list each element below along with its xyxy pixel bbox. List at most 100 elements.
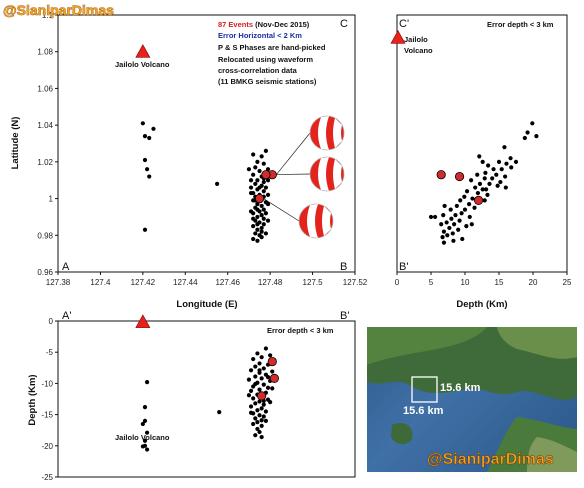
event-point — [255, 222, 260, 227]
event-point — [487, 181, 492, 186]
event-point — [246, 377, 252, 382]
y-tick-label: 1.04 — [37, 121, 53, 130]
event-point — [261, 222, 266, 227]
event-point — [261, 216, 266, 221]
panel-c-volcano-label-2: Volcano — [404, 46, 433, 55]
y-tick-label: -15 — [41, 411, 53, 420]
event-point — [491, 167, 496, 172]
event-point — [253, 401, 258, 406]
event-point — [248, 368, 254, 373]
panel-c: 0 5 10 15 20 25 C' B' Error depth < 3 km Jail… — [390, 14, 572, 310]
map-label-vertical: 15.6 km — [403, 405, 444, 417]
event-point — [263, 409, 268, 414]
x-tick-label: 5 — [429, 278, 434, 287]
event-point — [255, 351, 260, 356]
watermark-bottom: @SianiparDimas — [427, 451, 554, 469]
event-point — [508, 156, 513, 161]
panel-b: 0 -5 -10 -15 -20 -25 A' B' Error depth < 3 km… — [27, 310, 356, 482]
panel-a-volcano — [135, 44, 151, 58]
panel-c-note: Error depth < 3 km — [487, 20, 554, 29]
x-tick-label: 127.48 — [258, 278, 283, 287]
focal-mechanism-beachball — [309, 115, 345, 151]
event-point — [464, 189, 470, 194]
event-point — [261, 382, 266, 387]
event-point — [263, 346, 268, 351]
x-tick-label: 15 — [495, 278, 504, 287]
panel-a-x-axis-title: Longitude (E) — [176, 299, 237, 310]
event-point — [522, 135, 527, 141]
y-tick-label: 1.1 — [42, 11, 54, 20]
event-point — [448, 207, 453, 212]
event-point — [270, 369, 275, 374]
event-point — [442, 203, 447, 209]
event-point — [469, 178, 474, 183]
watermark-top: @SianiparDimas — [3, 2, 114, 18]
event-point — [502, 145, 507, 150]
satellite-map-inset: 15.6 km 15.6 km @SianiparDimas — [367, 327, 577, 472]
event-point — [142, 405, 148, 410]
volcano-marker — [135, 314, 151, 328]
x-tick-label: 127.4 — [90, 278, 111, 287]
event-point — [259, 423, 264, 428]
event-point — [255, 419, 260, 425]
panel-b-events — [140, 346, 279, 452]
event-point — [248, 388, 254, 393]
event-point — [259, 225, 264, 231]
y-tick-label: 1 — [49, 195, 54, 204]
event-point — [248, 178, 254, 183]
x-tick-label: 127.42 — [131, 278, 156, 287]
panel-b-corner-a: A' — [62, 310, 71, 322]
x-tick-label: 10 — [461, 278, 470, 287]
highlighted-event-point — [436, 170, 446, 180]
event-point — [140, 421, 145, 427]
panel-b-y-ticks: 0 -5 -10 -15 -20 -25 — [41, 317, 58, 482]
panel-b-volcano — [135, 314, 151, 328]
event-point — [255, 178, 260, 183]
volcano-marker — [135, 44, 151, 58]
event-point — [217, 410, 222, 415]
panel-c-frame — [396, 14, 568, 273]
event-point — [472, 205, 477, 210]
panel-a: 127.38 127.4 127.42 127.44 127.46 127.48 127.5… — [10, 11, 368, 310]
event-point — [441, 240, 447, 245]
event-point — [251, 396, 256, 401]
panel-a-events — [140, 121, 277, 243]
panel-a-notes-line3: cross-correlation data — [218, 66, 298, 75]
event-point — [259, 376, 264, 381]
event-point — [251, 224, 256, 229]
panel-c-corner-b: B' — [399, 261, 408, 273]
event-point — [259, 212, 264, 218]
event-point — [145, 380, 150, 385]
event-point — [261, 366, 266, 371]
panel-a-notes-line1: P & S Phases are hand-picked — [218, 43, 326, 52]
event-point — [456, 227, 461, 232]
event-point — [259, 355, 264, 360]
event-point — [259, 229, 264, 234]
event-point — [440, 235, 445, 240]
x-tick-label: 127.46 — [215, 278, 240, 287]
event-point — [248, 410, 254, 415]
event-point — [142, 443, 148, 448]
event-point — [248, 209, 254, 214]
event-point — [444, 220, 449, 225]
event-point — [263, 148, 268, 153]
focal-mechanism-beachball — [298, 203, 334, 239]
focal-guide-line — [263, 198, 300, 222]
event-point — [255, 426, 260, 432]
panel-a-corner-b: B — [340, 261, 347, 273]
event-point — [475, 190, 481, 196]
highlighted-event-point — [454, 171, 465, 182]
event-point — [259, 203, 264, 209]
event-point — [251, 172, 256, 177]
event-point — [145, 430, 150, 435]
event-point — [257, 361, 262, 366]
event-point — [255, 227, 260, 232]
panel-c-corner-c: C' — [399, 18, 409, 30]
event-point — [263, 211, 268, 216]
highlighted-event-point — [257, 391, 267, 401]
event-point — [477, 181, 483, 186]
event-point — [265, 385, 271, 390]
event-point — [265, 192, 271, 197]
event-point — [145, 447, 150, 452]
y-tick-label: -5 — [46, 348, 54, 357]
